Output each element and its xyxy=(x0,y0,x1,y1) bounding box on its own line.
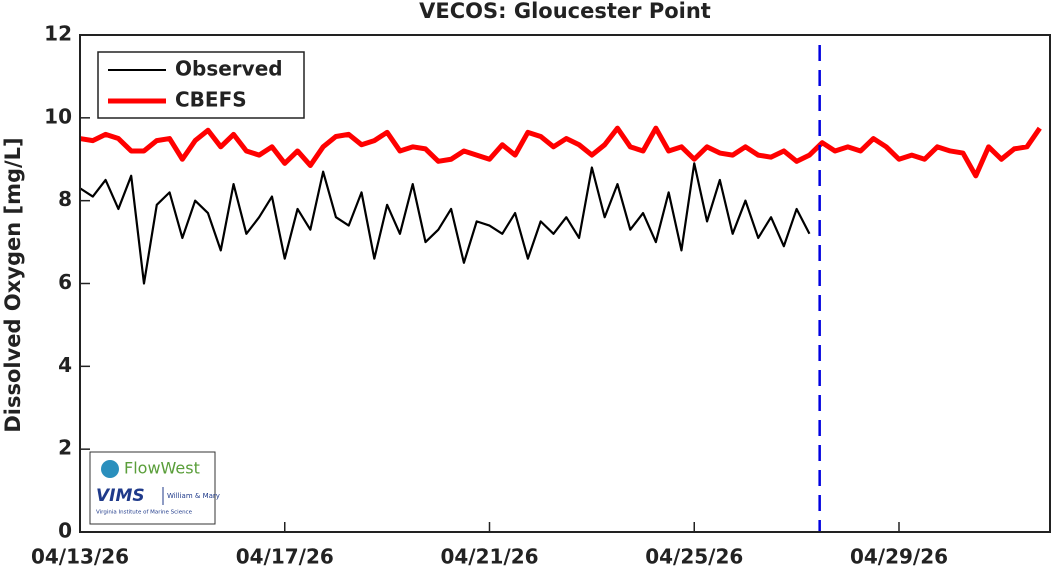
x-tick-label: 04/21/26 xyxy=(440,545,538,569)
x-tick-label: 04/17/26 xyxy=(236,545,334,569)
logo-text: VIMS xyxy=(96,486,145,506)
y-tick-label: 10 xyxy=(44,104,72,128)
x-tick-label: 04/29/26 xyxy=(850,545,948,569)
y-tick-label: 0 xyxy=(58,519,72,543)
logo-text: FlowWest xyxy=(124,459,200,478)
legend: Observed CBEFS xyxy=(97,51,305,119)
data-line xyxy=(79,162,811,285)
legend-box xyxy=(97,51,305,119)
y-tick-label: 2 xyxy=(58,436,72,460)
logo-text: Virginia Institute of Marine Science xyxy=(96,510,193,516)
x-tick-label: 04/13/26 xyxy=(31,545,129,569)
logo-box: FlowWest VIMS William & Mary Virginia In… xyxy=(89,451,220,525)
y-tick-label: 6 xyxy=(58,270,72,294)
x-tick-label: 04/25/26 xyxy=(645,545,743,569)
legend-label: CBEFS xyxy=(175,88,247,112)
y-tick-label: 12 xyxy=(44,22,72,46)
y-tick-label: 8 xyxy=(58,187,72,211)
chart-title: VECOS: Gloucester Point xyxy=(419,0,711,23)
y-tick-label: 4 xyxy=(58,353,72,377)
legend-label: Observed xyxy=(175,57,283,81)
y-axis-label: Dissolved Oxygen [mg/L] xyxy=(1,137,25,432)
axes-box xyxy=(79,34,1051,533)
data-line xyxy=(79,125,1042,179)
logo-text: William & Mary xyxy=(167,492,220,500)
